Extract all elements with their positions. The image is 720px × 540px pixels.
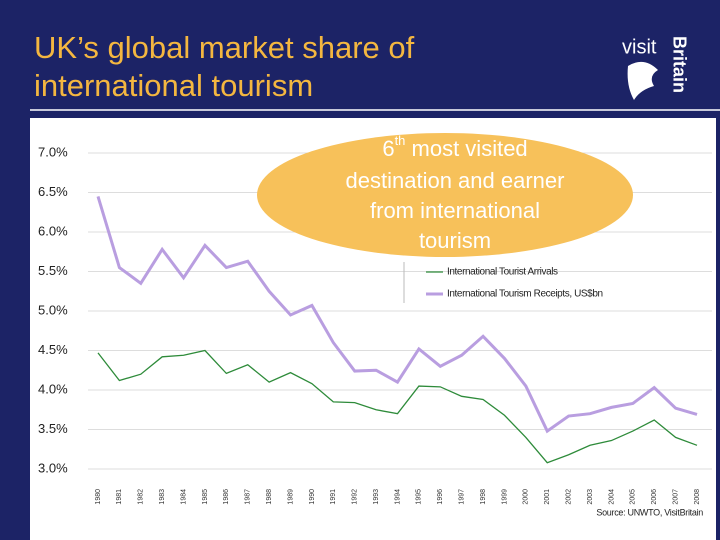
annotation-text: tourism [419, 228, 491, 253]
x-tick-label: 1995 [416, 489, 423, 505]
title-line: international tourism [34, 68, 313, 103]
x-tick-label: 1981 [116, 489, 123, 505]
x-tick-label: 1997 [459, 489, 466, 505]
x-tick-label: 1990 [309, 489, 316, 505]
y-tick-label: 5.0% [38, 302, 68, 317]
source-note: Source: UNWTO, VisitBritain [596, 507, 703, 517]
x-tick-label: 1989 [287, 489, 294, 505]
annotation-part: most visited [405, 136, 527, 161]
x-tick-label: 1986 [223, 489, 230, 505]
annotation-part: th [395, 133, 406, 148]
x-tick-label: 1994 [394, 489, 401, 505]
x-tick-label: 2003 [587, 489, 594, 505]
y-tick-label: 5.5% [38, 263, 68, 278]
x-tick-label: 1993 [373, 489, 380, 505]
title-line: UK’s global market share of [34, 30, 415, 65]
y-tick-label: 6.5% [38, 184, 68, 199]
y-tick-label: 3.5% [38, 421, 68, 436]
x-tick-label: 1996 [437, 489, 444, 505]
y-tick-label: 4.0% [38, 381, 68, 396]
legend-label: International Tourist Arrivals [447, 267, 558, 278]
legend-label: International Tourism Receipts, US$bn [447, 289, 603, 300]
x-tick-label: 2004 [608, 489, 615, 505]
x-tick-label: 1980 [95, 489, 102, 505]
y-tick-label: 4.5% [38, 342, 68, 357]
annotation-text: 6th most visited [382, 133, 527, 160]
series-line [96, 196, 698, 434]
x-tick-label: 1992 [352, 489, 359, 505]
logo-emblem [627, 61, 658, 100]
x-tick-label: 1998 [480, 489, 487, 505]
x-tick-label: 1982 [138, 489, 145, 505]
logo-visit: visit [622, 36, 657, 58]
x-tick-label: 1988 [266, 489, 273, 505]
x-tick-label: 2005 [630, 489, 637, 505]
x-tick-label: 2006 [651, 489, 658, 505]
logo-britain: Britain [669, 36, 689, 93]
x-tick-label: 1991 [330, 489, 337, 505]
annotation-part: 6 [382, 136, 394, 161]
x-tick-label: 2001 [544, 489, 551, 505]
x-tick-label: 2000 [523, 489, 530, 505]
x-tick-label: 1987 [245, 489, 252, 505]
y-tick-label: 3.0% [38, 460, 68, 475]
annotation-bubble [257, 133, 633, 257]
x-tick-label: 1985 [202, 489, 209, 505]
y-tick-label: 7.0% [38, 144, 68, 159]
x-tick-label: 1999 [501, 489, 508, 505]
x-tick-label: 1984 [180, 489, 187, 505]
annotation-text: from international [370, 198, 540, 223]
x-tick-label: 2008 [694, 489, 701, 505]
x-tick-label: 2002 [565, 489, 572, 505]
series-line [97, 349, 698, 464]
x-tick-label: 2007 [672, 489, 679, 505]
y-tick-label: 6.0% [38, 223, 68, 238]
logo: visit Britain [622, 36, 689, 100]
annotation-text: destination and earner [346, 168, 565, 193]
x-tick-label: 1983 [159, 489, 166, 505]
